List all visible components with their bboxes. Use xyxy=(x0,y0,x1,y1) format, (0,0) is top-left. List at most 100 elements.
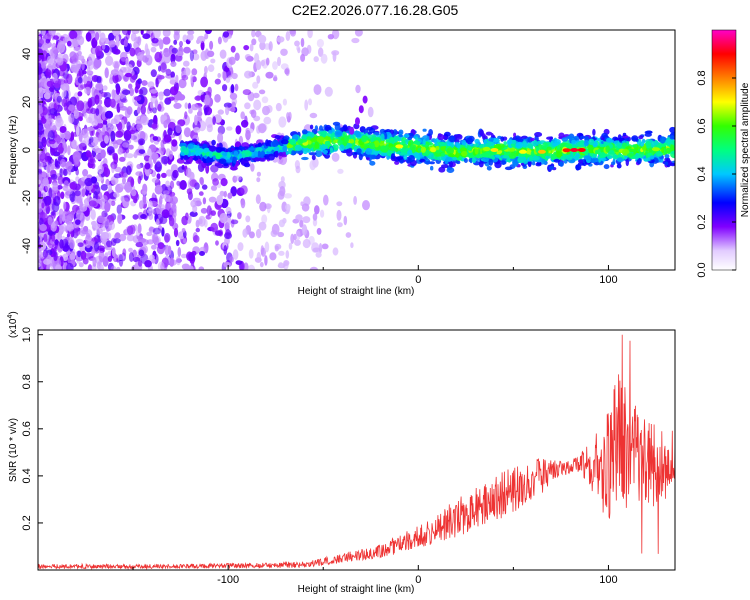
spectrogram-cell xyxy=(170,71,175,79)
spectrogram-cell xyxy=(43,195,52,206)
signal-cell xyxy=(217,164,224,169)
signal-cell xyxy=(439,142,447,147)
spectrogram-cell xyxy=(255,228,262,239)
spectrogram-cell xyxy=(316,227,322,235)
spectrogram-cell xyxy=(156,173,161,180)
spectrogram-cell xyxy=(223,245,228,255)
spectrogram-cell xyxy=(216,194,224,206)
signal-cell xyxy=(274,135,281,140)
spectrogram-cell xyxy=(41,137,47,144)
spectrogram-cell xyxy=(247,264,256,270)
spectrogram-xlabel: Height of straight line (km) xyxy=(298,286,415,297)
spectrogram-cell xyxy=(90,107,97,115)
spectrogram-cell xyxy=(309,266,318,270)
signal-cell xyxy=(302,148,308,155)
signal-cell xyxy=(665,147,672,154)
spectrogram-cell xyxy=(150,46,157,53)
signal-cell xyxy=(307,140,312,145)
snr-xlabel: Height of straight line (km) xyxy=(298,584,415,595)
signal-cell xyxy=(631,135,639,142)
signal-cell xyxy=(198,143,204,147)
spectrogram-xtick-label: 0 xyxy=(415,274,421,286)
spectrogram-cell xyxy=(208,196,217,203)
spectrogram-cell xyxy=(135,171,143,177)
spectrogram-cell xyxy=(249,43,254,52)
spectrogram-cell xyxy=(210,210,216,216)
spectrogram-cell xyxy=(144,162,151,170)
signal-cell xyxy=(408,140,412,147)
spectrogram-cell xyxy=(70,131,75,143)
signal-cell xyxy=(463,158,468,163)
spectrogram-cell xyxy=(179,40,183,47)
spectrogram-cell xyxy=(210,222,219,233)
spectrogram-cell xyxy=(50,173,58,180)
signal-cell xyxy=(530,137,535,142)
spectrogram-cell xyxy=(136,106,141,114)
spectrogram-cell xyxy=(142,194,147,205)
snr-xtick-label: -100 xyxy=(217,574,239,586)
spectrogram-cell xyxy=(312,247,321,253)
spectrogram-cell xyxy=(134,96,142,101)
signal-cell xyxy=(608,150,615,158)
spectrogram-cell xyxy=(156,75,165,80)
spectrogram-cell xyxy=(256,251,261,263)
spectrogram-cell xyxy=(337,168,344,174)
spectrogram-cell xyxy=(223,262,232,268)
signal-cell xyxy=(430,165,434,171)
signal-cell xyxy=(455,134,463,140)
signal-cell xyxy=(230,166,238,171)
signal-cell xyxy=(616,163,622,169)
spectrogram-cell xyxy=(140,104,146,115)
signal-cell xyxy=(437,133,445,141)
spectrogram-cell xyxy=(53,246,57,258)
spectrogram-cell xyxy=(149,101,154,109)
spectrogram-cell xyxy=(178,78,187,89)
signal-cell xyxy=(635,154,641,159)
spectrogram-cell xyxy=(39,224,47,232)
spectrogram-cell xyxy=(67,188,73,195)
spectrogram-cell xyxy=(313,84,322,95)
spectrogram-cell xyxy=(248,231,255,239)
spectrogram-cell xyxy=(86,195,91,202)
signal-cell xyxy=(478,161,484,168)
signal-cell xyxy=(649,155,655,160)
spectrogram-cell xyxy=(207,64,215,72)
spectrogram-cell xyxy=(189,171,195,181)
signal-cell xyxy=(336,131,342,135)
spectrogram-cell xyxy=(353,195,357,205)
spectrogram-cell xyxy=(38,38,44,46)
spectrogram-cell xyxy=(170,196,178,205)
signal-cell xyxy=(603,164,610,170)
spectrogram-cell xyxy=(153,30,161,39)
spectrogram-ytick-label: -20 xyxy=(21,190,33,206)
signal-cell xyxy=(638,135,644,140)
spectrogram-cell xyxy=(38,104,43,114)
signal-cell xyxy=(208,151,214,158)
signal-cell xyxy=(328,129,333,134)
signal-cell xyxy=(329,147,334,154)
signal-cell xyxy=(512,159,519,167)
spectrogram-cell xyxy=(219,212,228,224)
signal-cell xyxy=(508,152,517,159)
signal-cell xyxy=(488,158,494,166)
spectrogram-cell xyxy=(117,213,123,224)
spectrogram-cell xyxy=(115,85,121,95)
spectrogram-cell xyxy=(84,86,92,95)
spectrogram-cell xyxy=(248,249,254,259)
spectrogram-cell xyxy=(160,115,168,121)
spectrogram-cell xyxy=(252,92,260,99)
colorbar-label: Normalized spectral amplitude xyxy=(740,82,750,217)
spectrogram-cell xyxy=(75,125,80,137)
spectrogram-cell xyxy=(75,219,81,225)
spectrogram-cell xyxy=(102,44,106,50)
spectrogram-cell xyxy=(234,52,240,61)
spectrogram-cell xyxy=(51,94,56,99)
spectrogram-cell xyxy=(101,126,106,136)
signal-cell xyxy=(584,139,589,147)
signal-cell xyxy=(474,148,479,155)
spectrogram-cell xyxy=(130,32,137,42)
spectrogram-cell xyxy=(304,99,309,111)
spectrogram-cell xyxy=(80,250,87,260)
signal-cell xyxy=(407,136,413,141)
signal-cell xyxy=(518,152,526,158)
